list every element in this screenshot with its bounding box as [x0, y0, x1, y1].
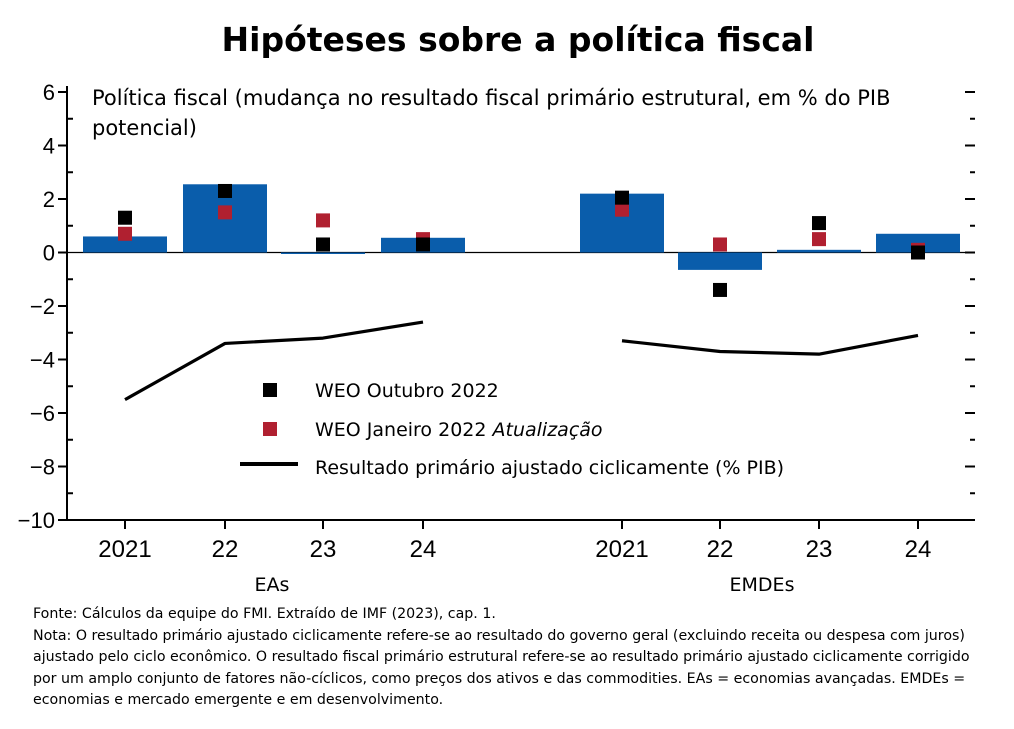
legend-line-label: Resultado primário ajustado ciclicamente… [315, 457, 784, 479]
y-tick-label: 0 [43, 241, 55, 266]
chart: Hipóteses sobre a política fiscal Políti… [18, 20, 975, 596]
y-tick-label: −2 [30, 294, 55, 319]
y-tick-label: 6 [43, 80, 55, 105]
y-tick-label: −8 [30, 455, 55, 480]
x-tick-labels: 2021 22 23 24 EAs 2021 22 23 24 EMDEs [98, 536, 931, 596]
x-tick-label: 23 [806, 536, 833, 563]
y-tick-label: −6 [30, 401, 55, 426]
x-tick-label: 22 [707, 536, 734, 563]
chart-subtitle-line2: potencial) [92, 116, 197, 140]
group-label: EAs [255, 574, 290, 596]
y-tick-label: 2 [43, 187, 55, 212]
legend-january-swatch [263, 422, 277, 436]
marker-october [316, 237, 330, 252]
marker-january [316, 213, 330, 228]
marker-january [615, 202, 629, 217]
marker-january [713, 237, 727, 252]
bar [678, 252, 762, 270]
balance-lines [124, 320, 919, 402]
y-tick-label: 4 [43, 134, 55, 159]
marker-october [118, 210, 132, 225]
marker-october [911, 245, 925, 260]
x-tick-label: 23 [310, 536, 337, 563]
bars [83, 184, 960, 270]
marker-january [118, 226, 132, 241]
bar [777, 249, 861, 253]
y-tick-label: −10 [18, 508, 55, 533]
legend-october-swatch [263, 383, 277, 397]
legend-january-text: WEO Janeiro 2022 [315, 419, 486, 441]
x-tick-label: 24 [410, 536, 437, 563]
chart-title: Hipóteses sobre a política fiscal [222, 20, 815, 59]
footnotes: Fonte: Cálculos da equipe do FMI. Extraí… [33, 604, 993, 712]
legend-january-label: WEO Janeiro 2022 Atualização [315, 419, 603, 441]
markers [118, 183, 925, 297]
x-tick-label: 2021 [595, 536, 648, 563]
marker-january [218, 205, 232, 220]
legend-october-label: WEO Outubro 2022 [315, 380, 499, 402]
balance-line [621, 333, 919, 356]
x-tick-label: 2021 [98, 536, 151, 563]
x-tick-label: 24 [905, 536, 932, 563]
bar [281, 252, 365, 254]
y-tick-label: −4 [30, 348, 55, 373]
footnote-note: Nota: O resultado primário ajustado cicl… [33, 627, 970, 709]
marker-october [812, 216, 826, 231]
marker-january [812, 232, 826, 247]
legend: WEO Outubro 2022 WEO Janeiro 2022 Atuali… [240, 380, 784, 479]
marker-october [416, 237, 430, 252]
chart-subtitle-line1: Política fiscal (mudança no resultado fi… [92, 86, 890, 110]
bar [83, 236, 167, 253]
x-tick-label: 22 [212, 536, 239, 563]
group-label: EMDEs [730, 574, 795, 596]
marker-october [218, 183, 232, 198]
marker-october [615, 190, 629, 205]
legend-january-italic: Atualização [491, 419, 603, 441]
balance-line [124, 320, 424, 402]
footnote-source: Fonte: Cálculos da equipe do FMI. Extraí… [33, 606, 496, 622]
marker-october [713, 282, 727, 297]
